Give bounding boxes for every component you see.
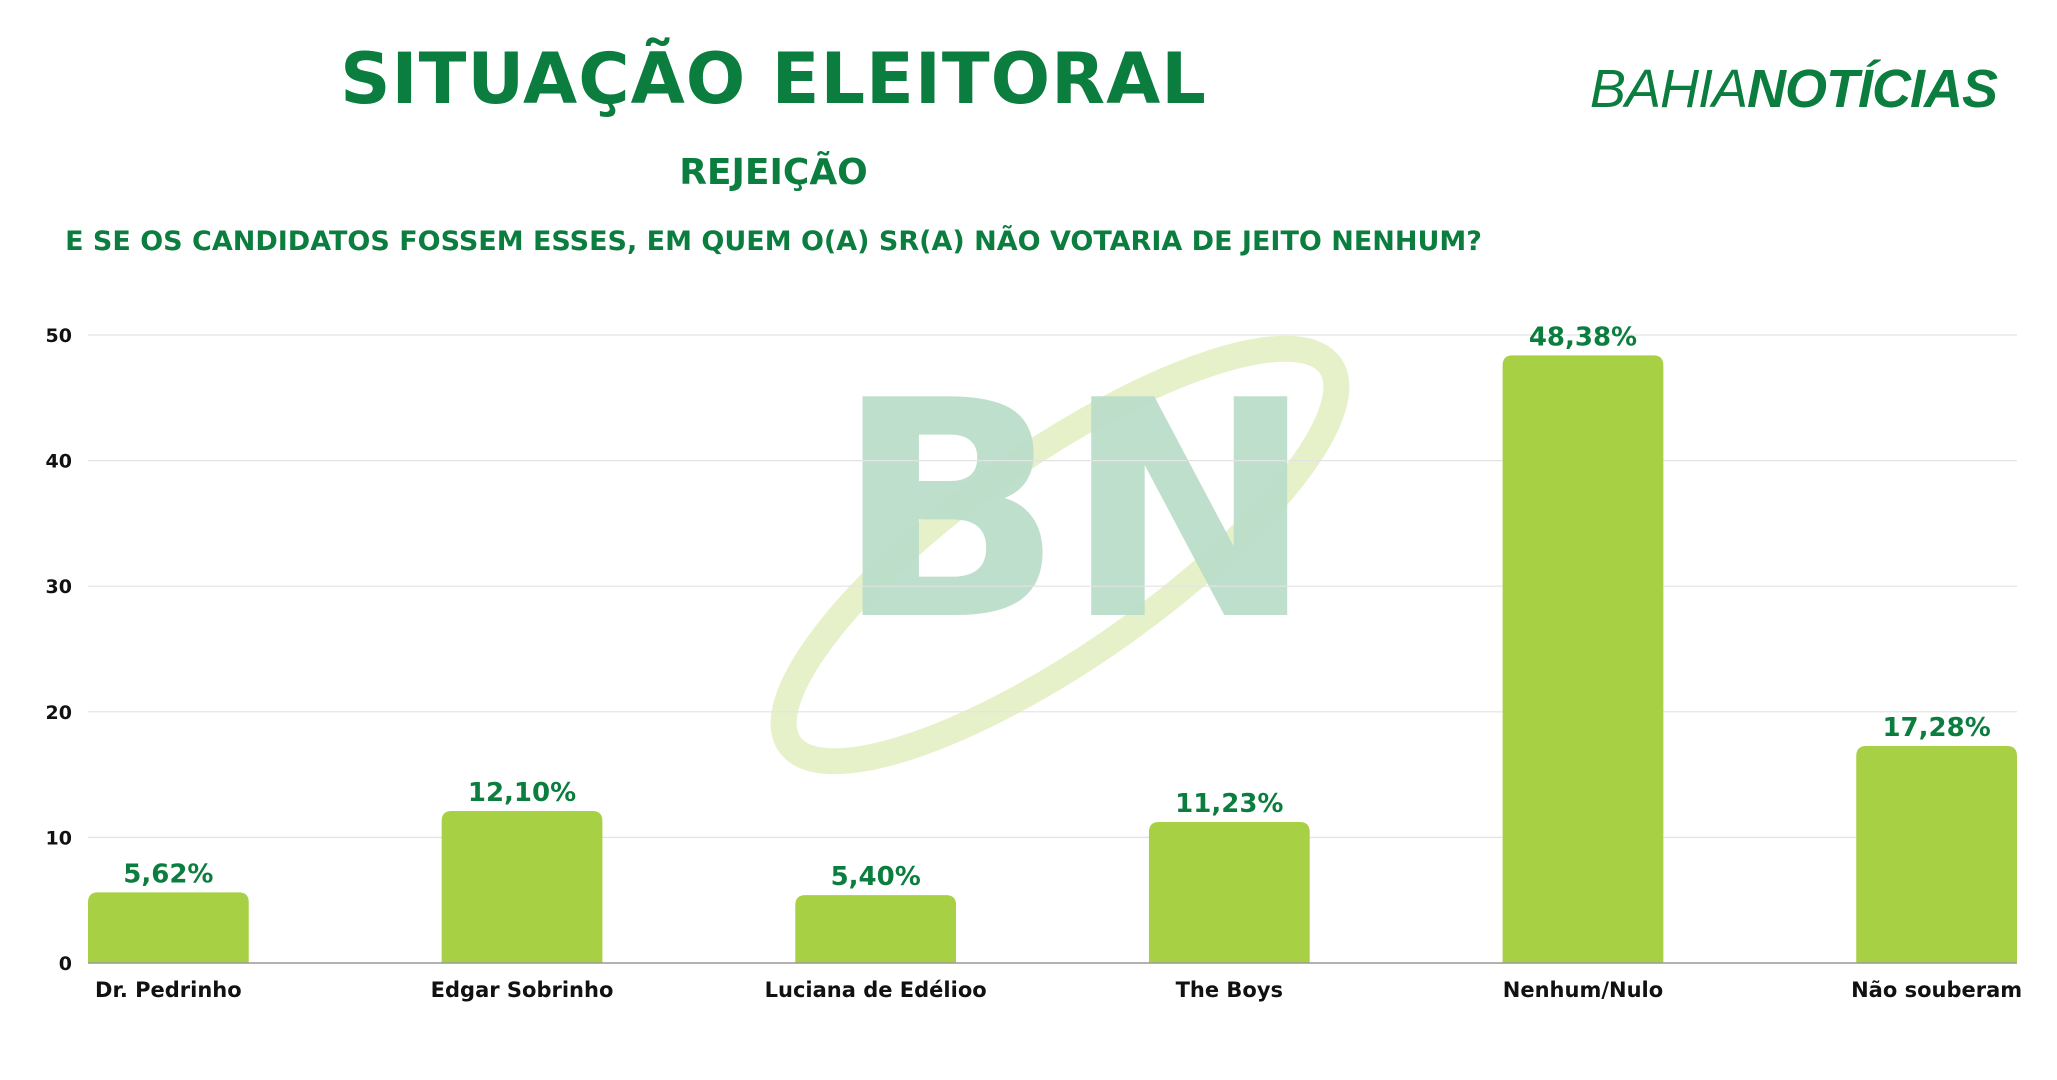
bar-2 [795, 895, 957, 963]
y-axis-ticks: 0 10 20 30 40 50 [46, 325, 72, 975]
bar-0 [88, 892, 249, 963]
data-label-5: 17,28% [1882, 713, 1990, 743]
survey-question: E SE OS CANDIDATOS FOSSEM ESSES, EM QUEM… [65, 226, 1482, 257]
category-label-4: Nenhum/Nulo [1503, 978, 1663, 1002]
bahia-noticias-logo: BAHIANOTÍCIAS [1589, 58, 1998, 120]
watermark-bn: BN [835, 337, 1315, 686]
y-tick-label: 50 [46, 325, 72, 347]
category-label-0: Dr. Pedrinho [95, 978, 242, 1002]
data-label-0: 5,62% [123, 859, 213, 889]
y-tick-label: 40 [46, 451, 72, 473]
category-label-5: Não souberam [1851, 978, 2022, 1002]
data-label-1: 12,10% [468, 778, 576, 808]
category-label-3: The Boys [1176, 978, 1283, 1002]
category-labels: Dr. Pedrinho Edgar Sobrinho Luciana de Edé… [95, 978, 2022, 1002]
y-tick-label: 0 [59, 953, 72, 975]
logo-part-noticias: NOTÍCIAS [1746, 59, 1998, 119]
category-label-1: Edgar Sobrinho [431, 978, 614, 1002]
data-label-3: 11,23% [1175, 789, 1283, 819]
watermark-swoosh [770, 335, 1350, 775]
data-label-4: 48,38% [1529, 322, 1637, 352]
bar-5 [1856, 745, 2017, 963]
bars [88, 355, 2017, 964]
bar-3 [1148, 821, 1310, 963]
y-tick-label: 20 [46, 702, 72, 724]
y-tick-label: 10 [46, 827, 72, 849]
logo-part-bahia: BAHIA [1589, 59, 1748, 119]
data-labels: 5,62% 12,10% 5,40% 11,23% 48,38% 17,28% [123, 322, 1991, 892]
chart-title: SITUAÇÃO ELEITORAL [340, 38, 1207, 120]
bar-4 [1502, 355, 1664, 964]
category-label-2: Luciana de Edélioo [765, 978, 987, 1002]
gridlines [88, 334, 2017, 839]
data-label-2: 5,40% [831, 862, 921, 892]
y-tick-label: 30 [46, 576, 72, 598]
watermark: BN [770, 335, 1350, 775]
bar-1 [441, 811, 603, 963]
chart-subtitle: REJEIÇÃO [679, 152, 868, 193]
